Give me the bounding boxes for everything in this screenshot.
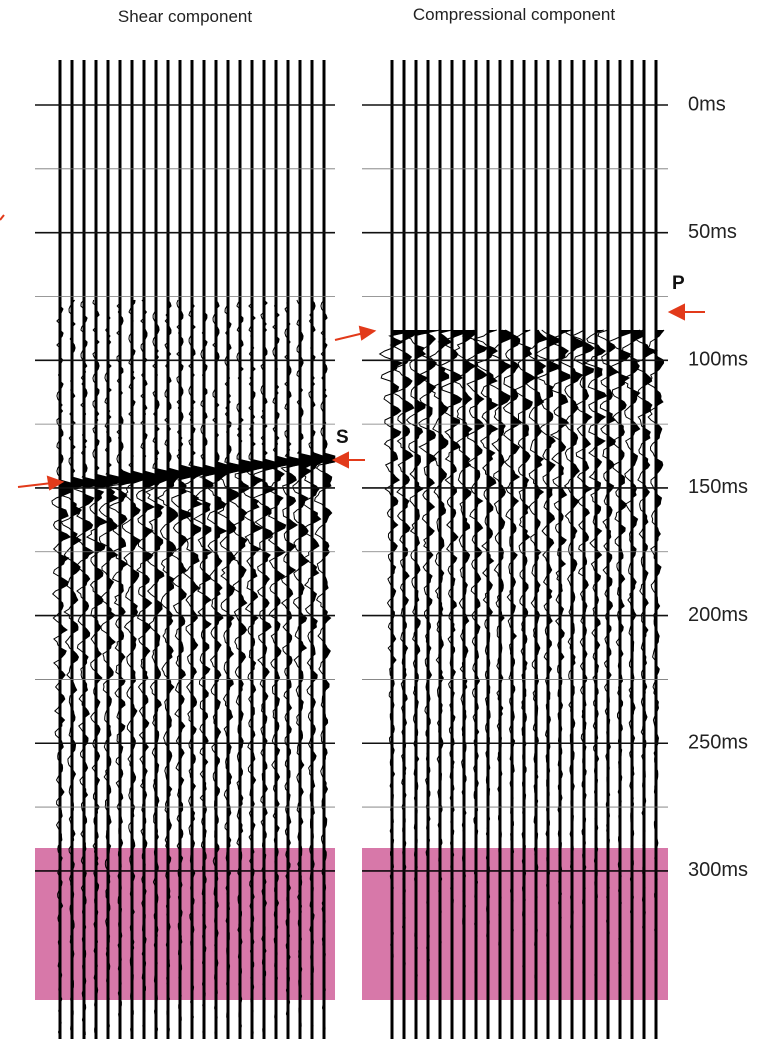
- wiggle-fill: [632, 330, 645, 1036]
- wiggle-fill: [108, 300, 119, 1036]
- wiggle-fill: [656, 330, 664, 1036]
- pick-label: P: [672, 273, 685, 294]
- wiggle-fill: [524, 330, 536, 1036]
- time-tick-label: 300ms: [688, 859, 748, 881]
- wiggle-fill: [240, 300, 251, 1036]
- wiggle-fill: [324, 300, 335, 1036]
- wiggle-fill: [144, 300, 157, 1036]
- wiggle-fill: [608, 330, 619, 1036]
- time-tick-label: 200ms: [688, 604, 748, 626]
- wiggle-fill: [180, 300, 191, 1036]
- time-tick-label: 250ms: [688, 732, 748, 754]
- wiggle-fill: [596, 330, 607, 1036]
- time-tick-label: 100ms: [688, 349, 748, 371]
- time-tick-label: 0ms: [688, 93, 726, 115]
- wiggle-fill: [620, 330, 634, 1036]
- pick-label: S: [336, 427, 349, 448]
- time-tick-label: 150ms: [688, 476, 748, 498]
- wiggle-fill: [584, 330, 595, 1036]
- wiggle-fill: [60, 300, 72, 1036]
- wiggle-fill: [440, 330, 452, 1036]
- wiggle-fill: [464, 330, 477, 1036]
- panel-title: Shear component: [118, 7, 252, 26]
- time-tick-label: 50ms: [688, 221, 737, 243]
- wiggle-fill: [96, 300, 108, 1036]
- wiggle-fill: [168, 300, 179, 1036]
- wiggle-fill: [428, 330, 440, 1036]
- wiggle-fill: [84, 300, 95, 1036]
- wiggle-fill: [500, 330, 514, 1036]
- wiggle-fill: [288, 300, 299, 1036]
- wiggle-fill: [560, 330, 572, 1036]
- pick-arrows: [0, 214, 705, 491]
- highlight-band: [35, 848, 335, 1000]
- wiggle-fill: [488, 330, 498, 1036]
- wiggle-fill: [252, 300, 263, 1036]
- wiggle-fill: [72, 300, 83, 1036]
- wiggle-fill: [536, 330, 548, 1036]
- panel-title: Compressional component: [413, 5, 615, 24]
- highlight-band: [362, 848, 668, 1000]
- wiggle-fill: [452, 330, 465, 1036]
